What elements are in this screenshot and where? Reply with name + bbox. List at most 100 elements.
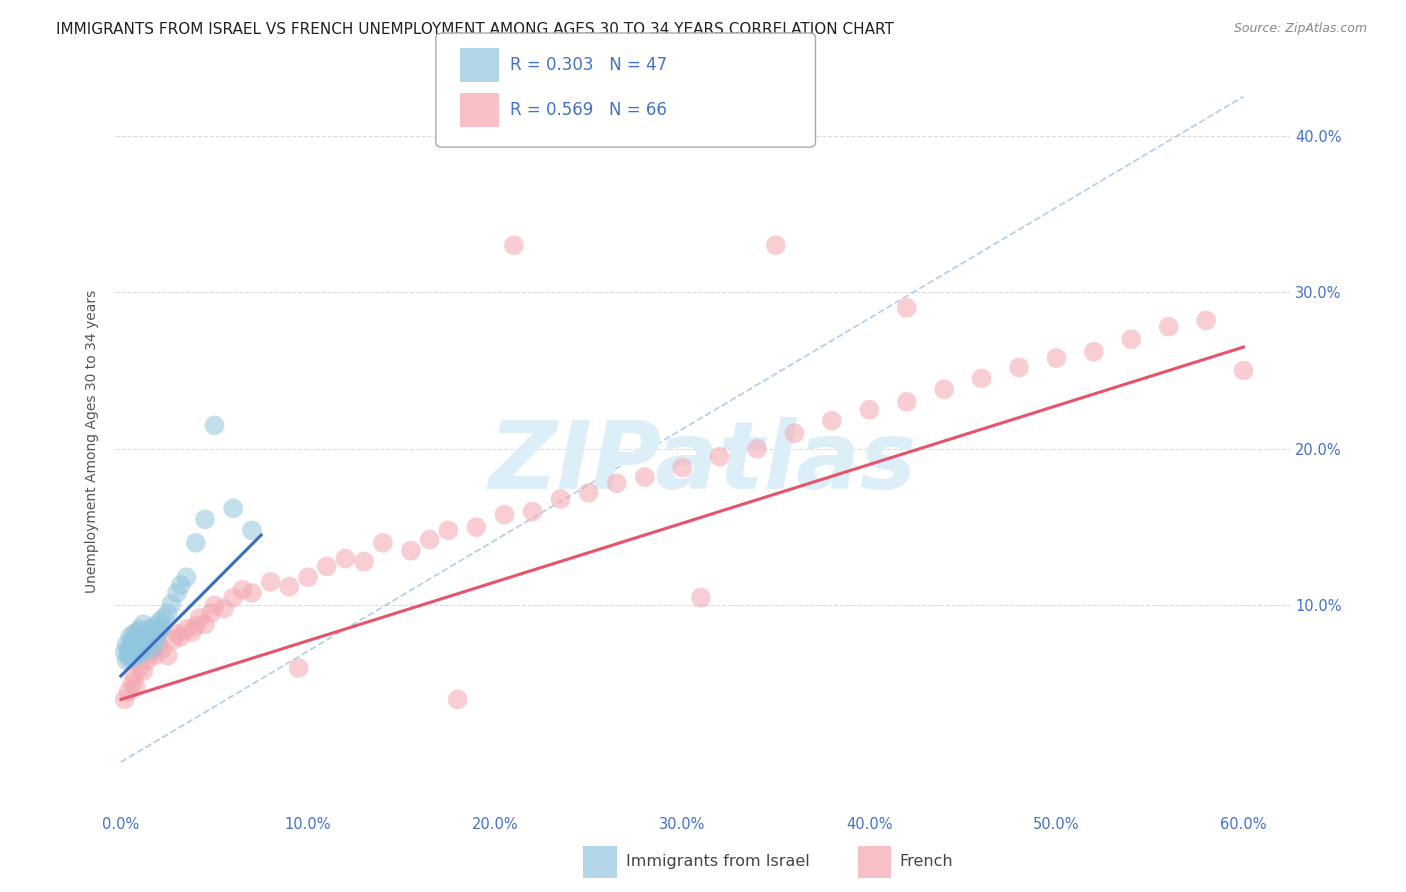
Point	[156, 607, 179, 621]
Point	[204, 599, 226, 613]
Point	[297, 570, 319, 584]
Point	[142, 640, 165, 655]
Point	[162, 632, 184, 647]
Point	[143, 619, 166, 633]
Point	[139, 645, 162, 659]
Point	[127, 647, 149, 661]
Point	[1083, 344, 1105, 359]
Point	[131, 642, 153, 657]
Text: Immigrants from Israel: Immigrants from Israel	[626, 855, 810, 869]
Point	[117, 648, 139, 663]
Point	[138, 626, 160, 640]
Point	[278, 580, 301, 594]
Point	[200, 607, 222, 621]
Point	[132, 617, 155, 632]
Point	[240, 586, 263, 600]
Point	[122, 669, 145, 683]
Point	[1121, 332, 1143, 346]
Point	[745, 442, 768, 456]
Point	[121, 632, 143, 647]
Point	[127, 625, 149, 640]
Point	[858, 402, 880, 417]
Point	[170, 578, 193, 592]
Point	[606, 476, 628, 491]
Point	[156, 648, 179, 663]
Point	[136, 636, 159, 650]
Point	[176, 622, 198, 636]
Point	[315, 559, 337, 574]
Point	[709, 450, 731, 464]
Point	[170, 630, 193, 644]
Point	[117, 684, 139, 698]
Point	[145, 632, 167, 647]
Point	[1045, 351, 1067, 365]
Point	[181, 625, 204, 640]
Point	[115, 638, 138, 652]
Point	[222, 591, 245, 605]
Point	[148, 625, 170, 640]
Text: IMMIGRANTS FROM ISRAEL VS FRENCH UNEMPLOYMENT AMONG AGES 30 TO 34 YEARS CORRELAT: IMMIGRANTS FROM ISRAEL VS FRENCH UNEMPLO…	[56, 22, 894, 37]
Point	[399, 543, 422, 558]
Point	[934, 382, 956, 396]
Point	[259, 574, 281, 589]
Point	[1157, 319, 1180, 334]
Point	[194, 512, 217, 526]
Point	[148, 638, 170, 652]
Point	[222, 501, 245, 516]
Point	[335, 551, 357, 566]
Point	[160, 597, 183, 611]
Point	[120, 651, 142, 665]
Point	[578, 485, 600, 500]
Text: Source: ZipAtlas.com: Source: ZipAtlas.com	[1233, 22, 1367, 36]
Point	[184, 619, 207, 633]
Point	[783, 426, 806, 441]
Point	[128, 645, 150, 659]
Point	[128, 638, 150, 652]
Point	[176, 570, 198, 584]
Point	[690, 591, 713, 605]
Point	[139, 622, 162, 636]
Point	[437, 523, 460, 537]
Point	[125, 680, 148, 694]
Text: ZIPatlas: ZIPatlas	[489, 417, 917, 509]
Point	[122, 640, 145, 655]
Point	[125, 644, 148, 658]
Y-axis label: Unemployment Among Ages 30 to 34 years: Unemployment Among Ages 30 to 34 years	[86, 289, 100, 592]
Text: R = 0.569   N = 66: R = 0.569 N = 66	[510, 101, 668, 119]
Point	[153, 611, 176, 625]
Point	[550, 491, 572, 506]
Point	[125, 636, 148, 650]
Point	[1195, 313, 1218, 327]
Point	[1008, 360, 1031, 375]
Point	[970, 371, 993, 385]
Point	[447, 692, 470, 706]
Point	[465, 520, 488, 534]
Point	[1232, 363, 1254, 377]
Point	[122, 650, 145, 665]
Point	[166, 586, 188, 600]
Point	[287, 661, 309, 675]
Point	[671, 460, 693, 475]
Point	[419, 533, 441, 547]
Point	[896, 395, 918, 409]
Point	[120, 644, 142, 658]
Point	[150, 642, 173, 657]
Point	[502, 238, 524, 252]
Point	[143, 648, 166, 663]
Point	[194, 617, 217, 632]
Point	[132, 639, 155, 653]
Point	[634, 470, 657, 484]
Point	[166, 626, 188, 640]
Point	[131, 634, 153, 648]
Text: R = 0.303   N = 47: R = 0.303 N = 47	[510, 55, 668, 74]
Point	[150, 620, 173, 634]
Point	[128, 661, 150, 675]
Point	[120, 630, 142, 644]
Point	[896, 301, 918, 315]
Point	[121, 677, 143, 691]
Point	[522, 504, 544, 518]
Point	[149, 614, 172, 628]
Point	[371, 536, 394, 550]
Point	[204, 418, 226, 433]
Point	[114, 692, 136, 706]
